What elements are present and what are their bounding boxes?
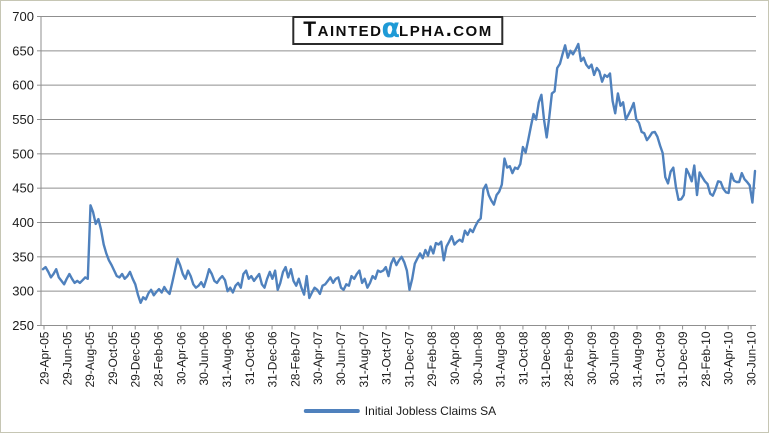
- legend-line-swatch: [303, 409, 360, 413]
- x-tick-label: 30-Jun-08: [471, 331, 485, 385]
- legend-series-label: Initial Jobless Claims SA: [364, 404, 497, 418]
- x-tick-label: 30-Apr-07: [311, 331, 325, 385]
- x-tick-label: 29-Dec-05: [129, 331, 143, 387]
- y-tick-label: 400: [12, 215, 34, 230]
- x-tick-label: 29-Jun-05: [60, 331, 74, 385]
- chart-legend: Initial Jobless Claims SA: [303, 404, 497, 418]
- x-tick-label: 29-Apr-05: [38, 331, 52, 385]
- taintedalpha-logo: Tainted α lpha.com: [292, 13, 504, 45]
- x-tick-label: 28-Feb-07: [288, 331, 302, 387]
- x-tick-label: 31-Oct-09: [653, 331, 667, 385]
- y-gridlines: [37, 16, 756, 326]
- x-tick-label: 31-Dec-07: [402, 331, 416, 387]
- series-line-initial-jobless-claims: [41, 42, 757, 304]
- x-tick-label: 30-Jun-06: [197, 331, 211, 385]
- x-tick-label: 29-Oct-05: [106, 331, 120, 385]
- x-tick-label: 31-Dec-06: [266, 331, 280, 387]
- x-tick-label: 30-Apr-10: [722, 331, 736, 385]
- x-tick-label: 30-Apr-09: [585, 331, 599, 385]
- y-tick-label: 300: [12, 284, 34, 299]
- x-tick-label: 28-Feb-10: [699, 331, 713, 387]
- x-tick-label: 31-Aug-06: [220, 331, 234, 387]
- x-tick-label: 30-Jun-09: [608, 331, 622, 385]
- y-tick-label: 250: [12, 318, 34, 333]
- y-axis-labels: 250 300 350 400 450 500 550 600 650 700: [12, 9, 34, 333]
- y-tick-label: 700: [12, 9, 34, 24]
- x-tick-label: 31-Dec-09: [676, 331, 690, 387]
- x-tick-label: 28-Feb-09: [562, 331, 576, 387]
- y-tick-label: 500: [12, 146, 34, 161]
- x-tick-label: 30-Jun-10: [745, 331, 759, 385]
- x-tick-label: 29-Aug-05: [83, 331, 97, 387]
- x-tick-label: 31-Dec-08: [539, 331, 553, 387]
- x-tick-label: 30-Apr-06: [174, 331, 188, 385]
- x-tick-label: 29-Feb-08: [425, 331, 439, 387]
- x-axis-ticks: [43, 325, 752, 330]
- x-tick-label: 31-Aug-08: [494, 331, 508, 387]
- x-tick-label: 31-Oct-08: [516, 331, 530, 385]
- x-tick-label: 31-Oct-06: [243, 331, 257, 385]
- logo-text-suffix: lpha.com: [399, 18, 493, 41]
- y-tick-label: 350: [12, 249, 34, 264]
- x-tick-label: 30-Jun-07: [334, 331, 348, 385]
- x-axis-labels: 29-Apr-05 29-Jun-05 29-Aug-05 29-Oct-05 29-D…: [38, 331, 759, 387]
- y-tick-label: 450: [12, 181, 34, 196]
- x-tick-label: 31-Oct-07: [380, 331, 394, 385]
- x-tick-label: 31-Aug-09: [630, 331, 644, 387]
- logo-alpha-icon: α: [381, 13, 401, 44]
- x-tick-label: 28-Feb-06: [152, 331, 166, 387]
- logo-text-prefix: Tainted: [303, 18, 383, 41]
- y-tick-label: 650: [12, 43, 34, 58]
- x-tick-label: 30-Apr-08: [448, 331, 462, 385]
- y-tick-label: 600: [12, 78, 34, 93]
- x-tick-label: 31-Aug-07: [357, 331, 371, 387]
- y-tick-label: 550: [12, 112, 34, 127]
